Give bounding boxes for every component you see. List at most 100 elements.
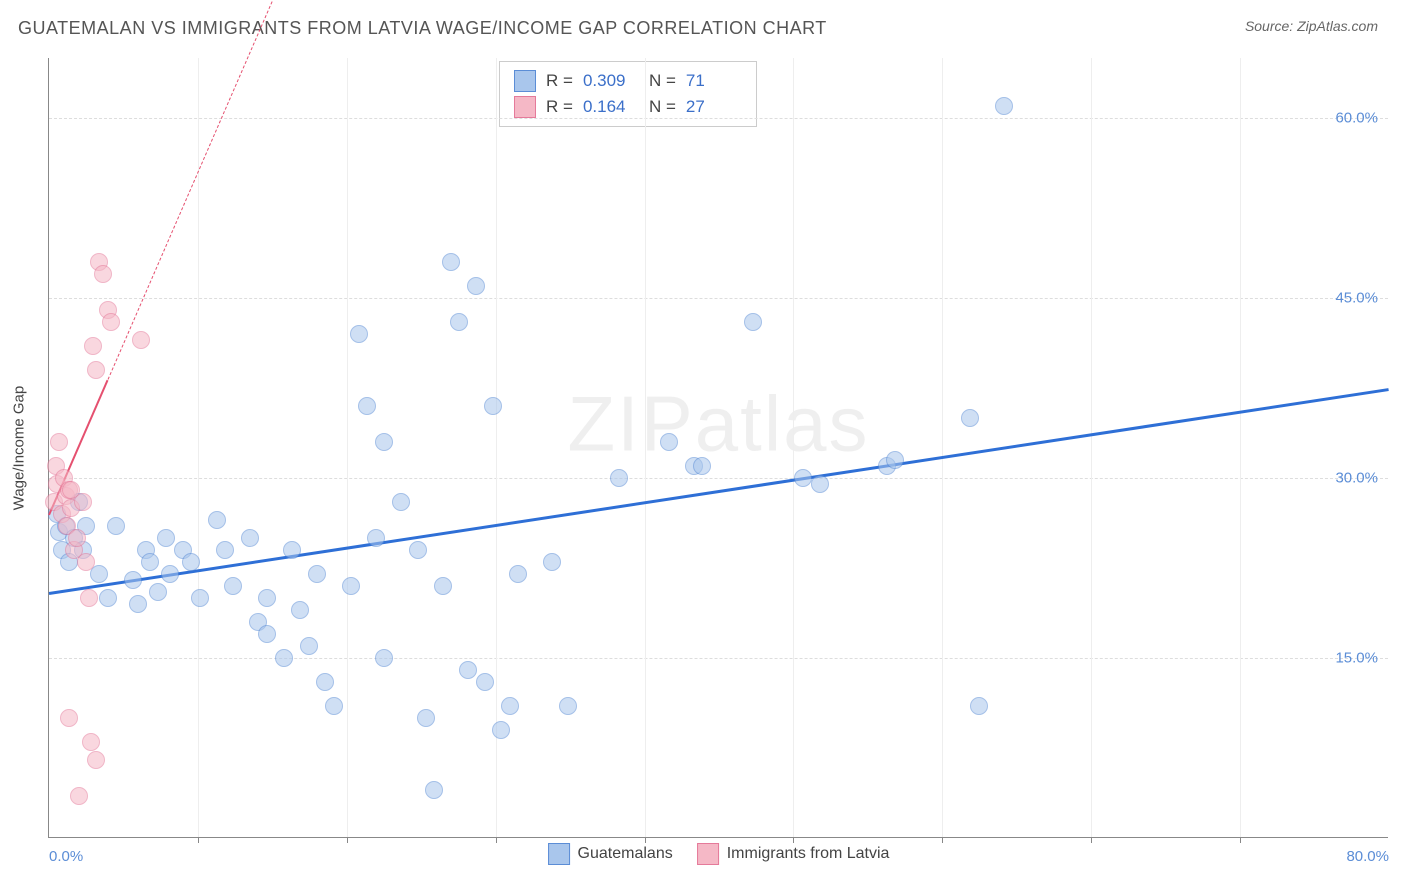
data-point xyxy=(182,553,200,571)
data-point xyxy=(316,673,334,691)
y-tick-label: 45.0% xyxy=(1335,290,1378,307)
data-point xyxy=(350,325,368,343)
data-point xyxy=(358,397,376,415)
x-tick xyxy=(793,837,794,843)
source-attribution: Source: ZipAtlas.com xyxy=(1245,18,1378,34)
legend-swatch xyxy=(514,70,536,92)
r-value: 0.164 xyxy=(583,97,639,117)
data-point xyxy=(744,313,762,331)
y-tick-label: 15.0% xyxy=(1335,650,1378,667)
data-point xyxy=(216,541,234,559)
data-point xyxy=(559,697,577,715)
data-point xyxy=(224,577,242,595)
data-point xyxy=(492,721,510,739)
gridline-v xyxy=(1240,58,1241,837)
data-point xyxy=(275,649,293,667)
data-point xyxy=(102,313,120,331)
data-point xyxy=(484,397,502,415)
data-point xyxy=(392,493,410,511)
data-point xyxy=(693,457,711,475)
legend-label: Guatemalans xyxy=(578,845,673,863)
data-point xyxy=(80,589,98,607)
x-tick-label-start: 0.0% xyxy=(49,848,83,865)
gridline-v xyxy=(793,58,794,837)
data-point xyxy=(82,733,100,751)
x-tick xyxy=(347,837,348,843)
data-point xyxy=(283,541,301,559)
data-point xyxy=(107,517,125,535)
data-point xyxy=(375,649,393,667)
data-point xyxy=(811,475,829,493)
scatter-chart: Wage/Income Gap ZIPatlas R =0.309N =71R … xyxy=(48,58,1388,838)
data-point xyxy=(191,589,209,607)
chart-title: GUATEMALAN VS IMMIGRANTS FROM LATVIA WAG… xyxy=(18,18,827,39)
r-label: R = xyxy=(546,71,573,91)
data-point xyxy=(50,433,68,451)
n-label: N = xyxy=(649,97,676,117)
data-point xyxy=(425,781,443,799)
data-point xyxy=(367,529,385,547)
trend-line xyxy=(49,388,1389,595)
data-point xyxy=(99,589,117,607)
x-tick xyxy=(1091,837,1092,843)
data-point xyxy=(90,565,108,583)
data-point xyxy=(149,583,167,601)
legend-swatch xyxy=(697,843,719,865)
data-point xyxy=(258,625,276,643)
data-point xyxy=(467,277,485,295)
x-tick-label-end: 80.0% xyxy=(1346,848,1389,865)
stats-row: R = 0.164 N = 27 xyxy=(514,94,742,120)
data-point xyxy=(87,751,105,769)
n-value: 27 xyxy=(686,97,742,117)
data-point xyxy=(62,481,80,499)
y-axis-label: Wage/Income Gap xyxy=(11,385,28,510)
data-point xyxy=(342,577,360,595)
data-point xyxy=(459,661,477,679)
bottom-legend: Guatemalans Immigrants from Latvia xyxy=(548,843,890,865)
data-point xyxy=(509,565,527,583)
watermark: ZIPatlas xyxy=(567,379,869,470)
data-point xyxy=(660,433,678,451)
gridline-h xyxy=(49,478,1388,479)
data-point xyxy=(886,451,904,469)
r-label: R = xyxy=(546,97,573,117)
data-point xyxy=(417,709,435,727)
data-point xyxy=(325,697,343,715)
gridline-v xyxy=(347,58,348,837)
data-point xyxy=(610,469,628,487)
data-point xyxy=(77,553,95,571)
n-value: 71 xyxy=(686,71,742,91)
legend-label: Immigrants from Latvia xyxy=(727,845,890,863)
gridline-h xyxy=(49,298,1388,299)
data-point xyxy=(161,565,179,583)
gridline-v xyxy=(942,58,943,837)
gridline-v xyxy=(198,58,199,837)
gridline-v xyxy=(496,58,497,837)
data-point xyxy=(300,637,318,655)
legend-swatch xyxy=(514,96,536,118)
data-point xyxy=(442,253,460,271)
data-point xyxy=(124,571,142,589)
y-tick-label: 30.0% xyxy=(1335,470,1378,487)
n-label: N = xyxy=(649,71,676,91)
y-tick-label: 60.0% xyxy=(1335,110,1378,127)
trend-line xyxy=(107,0,284,380)
legend-swatch xyxy=(548,843,570,865)
x-tick xyxy=(942,837,943,843)
data-point xyxy=(450,313,468,331)
data-point xyxy=(543,553,561,571)
data-point xyxy=(157,529,175,547)
data-point xyxy=(141,553,159,571)
data-point xyxy=(970,697,988,715)
data-point xyxy=(208,511,226,529)
stats-row: R = 0.309 N = 71 xyxy=(514,68,742,94)
data-point xyxy=(87,361,105,379)
data-point xyxy=(60,709,78,727)
data-point xyxy=(995,97,1013,115)
data-point xyxy=(68,529,86,547)
r-value: 0.309 xyxy=(583,71,639,91)
data-point xyxy=(434,577,452,595)
x-tick xyxy=(198,837,199,843)
x-tick xyxy=(1240,837,1241,843)
data-point xyxy=(132,331,150,349)
